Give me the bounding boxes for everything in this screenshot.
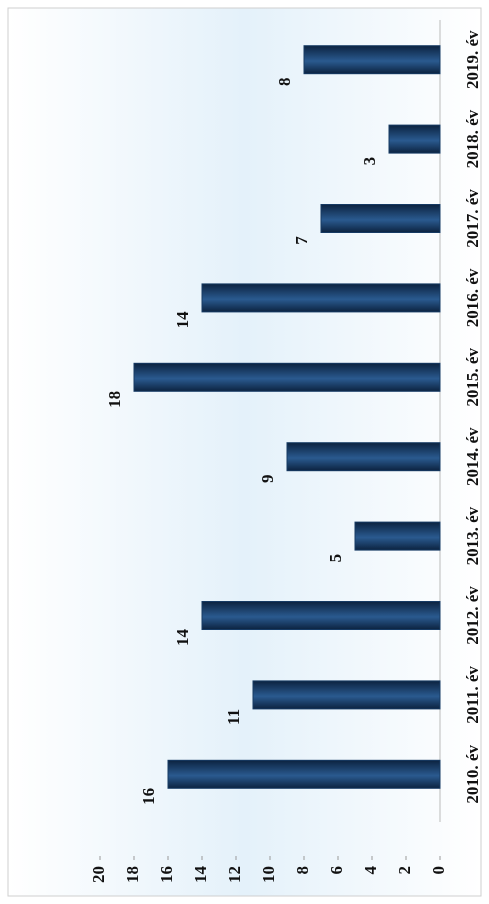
bar (201, 283, 441, 313)
y-tick-label: 12 (225, 866, 244, 883)
y-tick-label: 0 (429, 866, 448, 875)
y-tick-label: 8 (293, 866, 312, 875)
data-label: 7 (292, 236, 311, 245)
data-label: 14 (173, 311, 192, 329)
data-label: 3 (360, 157, 379, 166)
y-tick-label: 6 (327, 866, 346, 875)
data-label: 11 (224, 709, 243, 725)
x-tick-label: 2017. év (463, 189, 482, 248)
y-tick-label: 10 (259, 866, 278, 883)
data-label: 5 (326, 554, 345, 563)
y-tick-label: 4 (361, 866, 380, 875)
bar (252, 680, 441, 710)
bar (320, 204, 441, 233)
x-tick-label: 2013. év (463, 506, 482, 565)
bar (201, 601, 441, 630)
y-tick-label: 16 (157, 866, 176, 883)
bar (133, 362, 441, 392)
x-tick-label: 2016. év (463, 268, 482, 327)
x-tick-label: 2012. év (463, 586, 482, 645)
y-tick-label: 20 (89, 866, 108, 883)
y-tick-label: 2 (395, 866, 414, 875)
bar (303, 45, 441, 75)
data-label: 9 (258, 474, 277, 483)
y-tick-label: 14 (191, 866, 210, 884)
data-label: 18 (105, 391, 124, 408)
x-tick-label: 2010. év (463, 745, 482, 804)
y-tick-label: 18 (123, 866, 142, 883)
bar (286, 442, 441, 472)
x-tick-label: 2019. év (463, 30, 482, 89)
x-tick-label: 2011. év (463, 666, 482, 724)
bar (354, 521, 441, 551)
data-label: 8 (275, 77, 294, 86)
bar (388, 124, 441, 154)
x-tick-label: 2018. év (463, 109, 482, 168)
bar (167, 759, 441, 789)
data-label: 14 (173, 629, 192, 647)
x-tick-label: 2015. év (463, 348, 482, 407)
plot: 0 2 4 6 8 10 12 14 16 18 20 2010. év 16 2011. év 11 201… (89, 20, 482, 883)
x-tick-label: 2014. év (463, 427, 482, 486)
data-label: 16 (139, 788, 158, 805)
